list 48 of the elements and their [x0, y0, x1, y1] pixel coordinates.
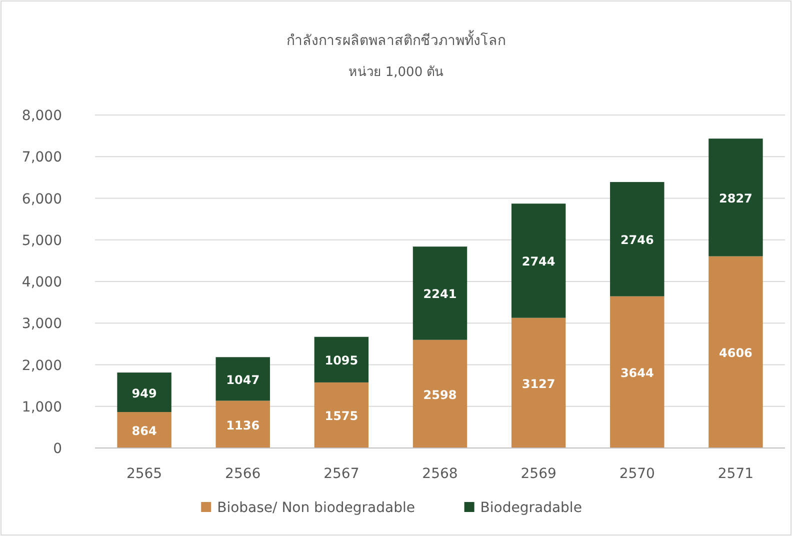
- data-label: 1575: [324, 409, 358, 424]
- data-label: 1136: [226, 418, 260, 432]
- data-label: 1095: [324, 354, 358, 368]
- data-label: 2746: [620, 233, 654, 248]
- data-label: 4606: [719, 346, 752, 360]
- bar: [117, 372, 172, 412]
- x-tick-label: 2568: [422, 466, 458, 482]
- x-tick-label: 2570: [619, 466, 655, 482]
- legend-label: Biodegradable: [480, 500, 582, 516]
- bar: [708, 256, 763, 448]
- y-tick-label: 3,000: [22, 316, 62, 332]
- bar: [117, 412, 172, 448]
- bar: [216, 400, 270, 448]
- data-label: 2241: [423, 287, 457, 302]
- x-tick-label: 2569: [520, 466, 556, 482]
- y-tick-label: 6,000: [22, 191, 62, 208]
- bar: [610, 182, 664, 296]
- x-tick-label: 2567: [324, 466, 360, 482]
- y-tick-label: 0: [53, 441, 62, 457]
- chart-title: กำลังการผลิตพลาสติกชีวภาพทั้งโลก: [286, 30, 506, 49]
- y-tick-label: 4,000: [22, 274, 62, 290]
- data-label: 3644: [620, 366, 654, 380]
- bar: [216, 357, 270, 401]
- y-tick-label: 5,000: [22, 232, 62, 249]
- bar: [412, 246, 468, 340]
- data-label: 2827: [719, 191, 752, 206]
- y-tick-label: 7,000: [22, 150, 62, 166]
- legend-label: Biobase/ Non biodegradable: [217, 500, 415, 516]
- data-label: 2744: [522, 254, 556, 269]
- data-label: 3127: [522, 376, 556, 391]
- data-label: 864: [132, 424, 157, 438]
- y-tick-label: 1,000: [22, 399, 62, 416]
- y-tick-label: 8,000: [22, 108, 62, 124]
- x-tick-label: 2565: [126, 466, 162, 482]
- bar: [511, 318, 566, 448]
- x-tick-label: 2566: [225, 466, 261, 482]
- x-tick-label: 2571: [718, 466, 754, 482]
- chart-subtitle: หน่วย 1,000 ตัน: [348, 65, 444, 80]
- bar: [412, 340, 468, 448]
- bar: [708, 138, 763, 256]
- bar: [610, 296, 664, 448]
- y-tick-label: 2,000: [22, 358, 62, 374]
- bar: [511, 204, 566, 318]
- data-label: 949: [132, 386, 157, 400]
- bar: [314, 336, 369, 382]
- bar: [314, 382, 369, 448]
- data-label: 1047: [226, 372, 260, 387]
- data-label: 2598: [423, 388, 457, 402]
